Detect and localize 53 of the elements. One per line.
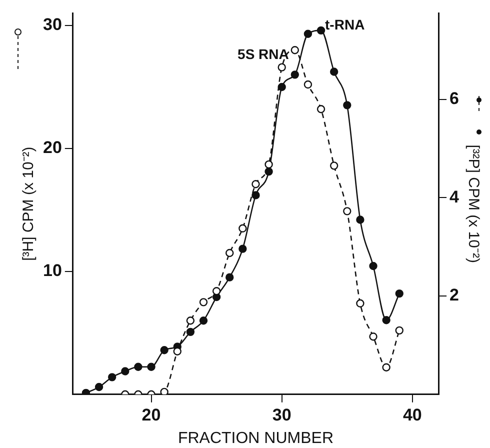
point [121,367,130,376]
point [304,30,312,38]
annotation: t-RNA [325,16,365,32]
point [278,82,286,92]
point [290,70,299,79]
point [330,162,338,170]
x-tick-label: 40 [402,405,422,424]
point [226,248,234,258]
point [316,26,326,35]
point [304,80,312,89]
y2-tick-label: 2 [450,286,460,305]
point [278,63,286,72]
point [369,332,378,341]
point [186,328,195,336]
point [382,363,390,372]
point [395,326,404,335]
y-axis-title: [³H] CPM (x 10⁻²) [20,146,38,261]
point [356,299,364,308]
y-tick-label: 30 [42,15,62,34]
point [226,273,234,282]
point [252,180,260,188]
x-axis-title: FRACTION NUMBER [178,430,334,447]
point [369,262,378,270]
annotation: 5S RNA [238,46,289,62]
point [343,101,352,110]
point [94,382,104,392]
point [382,316,390,324]
point [395,289,404,298]
point [343,207,352,216]
point [330,68,338,76]
y2-axis-title: [³²P] CPM (x 10⁻²) [464,144,482,263]
point [252,191,260,200]
y2-tick-label: 6 [450,88,460,108]
point [290,46,299,54]
y2-tick-label: 4 [450,187,460,206]
point [356,216,364,224]
point [134,362,142,371]
point [199,316,208,325]
point [108,373,116,382]
point [212,287,221,296]
x-tick-label: 30 [272,405,292,424]
point [160,388,168,394]
y-tick-label: 10 [42,261,62,280]
point [264,160,273,169]
y-tick-label: 20 [42,138,62,158]
point [238,244,247,253]
point [147,362,156,371]
point [238,224,247,232]
point [316,105,326,114]
point [186,316,195,325]
x-tick-label: 20 [142,405,161,424]
point [160,346,168,354]
point [199,298,208,306]
